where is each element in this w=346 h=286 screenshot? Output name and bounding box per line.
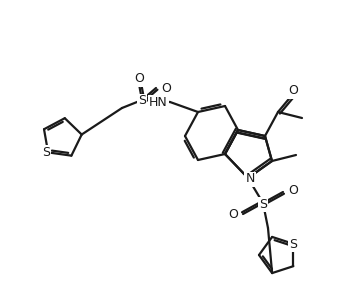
Text: S: S xyxy=(259,198,267,210)
Text: O: O xyxy=(288,184,298,198)
Text: O: O xyxy=(228,208,238,221)
Text: N: N xyxy=(245,172,255,186)
Text: S: S xyxy=(42,146,50,159)
Text: HN: HN xyxy=(149,96,168,108)
Text: S: S xyxy=(289,238,297,251)
Text: S: S xyxy=(138,94,146,108)
Text: O: O xyxy=(288,84,298,98)
Text: O: O xyxy=(161,82,171,94)
Text: O: O xyxy=(134,72,144,86)
